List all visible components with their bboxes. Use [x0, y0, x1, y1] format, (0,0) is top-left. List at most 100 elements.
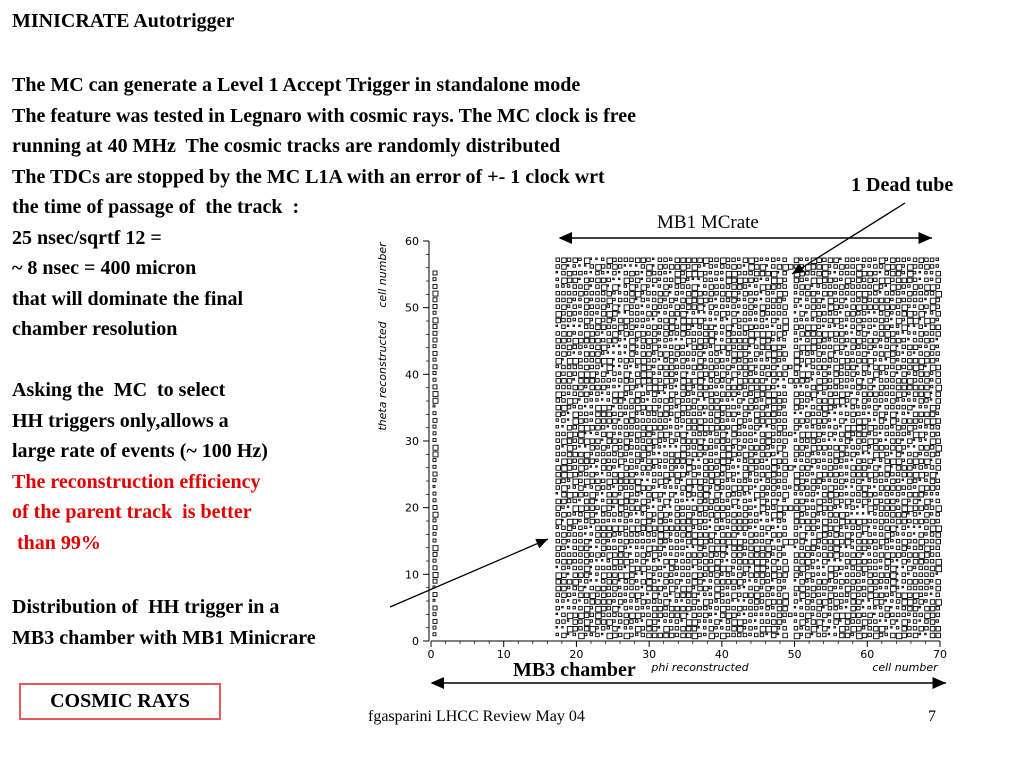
cell-box — [555, 304, 560, 309]
cell-box — [890, 277, 895, 283]
cell-box — [680, 492, 684, 496]
cell-box — [674, 492, 678, 495]
cell-box — [583, 418, 589, 423]
cell-box — [720, 391, 726, 397]
cell-box — [737, 411, 741, 416]
cell-box — [799, 371, 806, 378]
cell-box — [617, 411, 624, 418]
cell-box — [901, 552, 906, 557]
cell-box — [657, 398, 663, 403]
cell-box — [720, 612, 726, 619]
cell-box — [725, 431, 729, 435]
cell-box — [748, 384, 755, 392]
cell-box — [878, 398, 884, 403]
cell-box — [629, 579, 635, 585]
cell-box — [555, 391, 562, 398]
cell-box — [685, 384, 693, 392]
cell-box — [600, 565, 606, 571]
cell-box — [720, 358, 725, 363]
cell-box — [912, 277, 918, 283]
cell-box — [907, 585, 912, 591]
cell-box — [907, 565, 913, 572]
cell-box — [799, 599, 802, 602]
cell-box — [606, 418, 612, 424]
cell-box — [595, 605, 602, 613]
cell-box — [839, 538, 845, 545]
cell-box — [827, 512, 834, 518]
cell-box — [617, 438, 623, 443]
cell-box — [844, 505, 849, 509]
cell-box — [799, 398, 804, 403]
cell-box — [771, 471, 777, 478]
cell-box — [651, 391, 658, 397]
cell-box — [623, 404, 629, 410]
cell-box — [827, 418, 832, 422]
cell-box — [844, 552, 850, 557]
cell-box — [657, 525, 665, 532]
cell-box — [583, 270, 588, 275]
cell-box — [725, 257, 731, 262]
cell-box — [640, 492, 644, 495]
cell-box — [935, 358, 939, 362]
cell-box — [827, 605, 833, 611]
cell-box — [782, 498, 786, 503]
cell-box — [912, 492, 919, 498]
cell-box — [850, 344, 856, 351]
cell-box — [935, 585, 941, 592]
cell-box — [844, 538, 852, 546]
cell-box — [754, 498, 757, 502]
cell-box — [697, 478, 704, 486]
cell-box — [765, 465, 770, 470]
cell-box — [572, 418, 579, 425]
cell-box — [731, 471, 736, 477]
cell-box — [663, 297, 667, 302]
cell-box — [703, 451, 707, 456]
cell-box — [901, 425, 906, 430]
cell-box — [720, 465, 727, 472]
cell-box — [623, 545, 628, 550]
cell-box — [742, 311, 748, 316]
cell-box — [816, 465, 820, 469]
cell-box — [844, 257, 850, 262]
cell-box — [878, 351, 885, 357]
cell-box — [578, 579, 582, 583]
cell-box — [691, 358, 696, 362]
cell-box — [742, 398, 746, 401]
cell-box — [793, 297, 800, 304]
cell-box — [748, 518, 753, 524]
cell-box — [748, 612, 753, 618]
cell-box — [901, 351, 904, 354]
cell-box — [640, 559, 647, 565]
cell-box — [754, 411, 761, 419]
cell-box — [873, 498, 880, 506]
cell-box — [657, 579, 661, 582]
cell-box — [822, 304, 826, 308]
cell-box — [918, 478, 921, 482]
cell-box — [754, 391, 761, 398]
cell-box — [634, 291, 642, 298]
cell-box — [612, 384, 616, 389]
cell-box — [907, 465, 913, 471]
cell-box — [680, 518, 686, 525]
cell-box — [793, 264, 799, 269]
cell-box — [816, 512, 820, 516]
cell-box — [782, 605, 788, 612]
cell-box — [606, 297, 613, 305]
cell-box — [663, 626, 670, 633]
cell-box — [720, 545, 727, 553]
cell-box — [793, 572, 800, 578]
cell-box — [708, 612, 713, 617]
cell-box — [850, 572, 855, 577]
cell-box — [725, 371, 730, 375]
cell-box — [884, 445, 889, 450]
cell-box — [561, 391, 566, 396]
cell-box — [873, 518, 878, 524]
cell-box — [924, 378, 930, 384]
cell-box — [833, 324, 836, 327]
cell-box — [890, 297, 894, 302]
cell-box — [612, 311, 618, 317]
cell-box — [640, 425, 647, 431]
cell-box — [731, 270, 738, 278]
cell-box — [697, 337, 704, 345]
cell-box — [583, 291, 589, 296]
